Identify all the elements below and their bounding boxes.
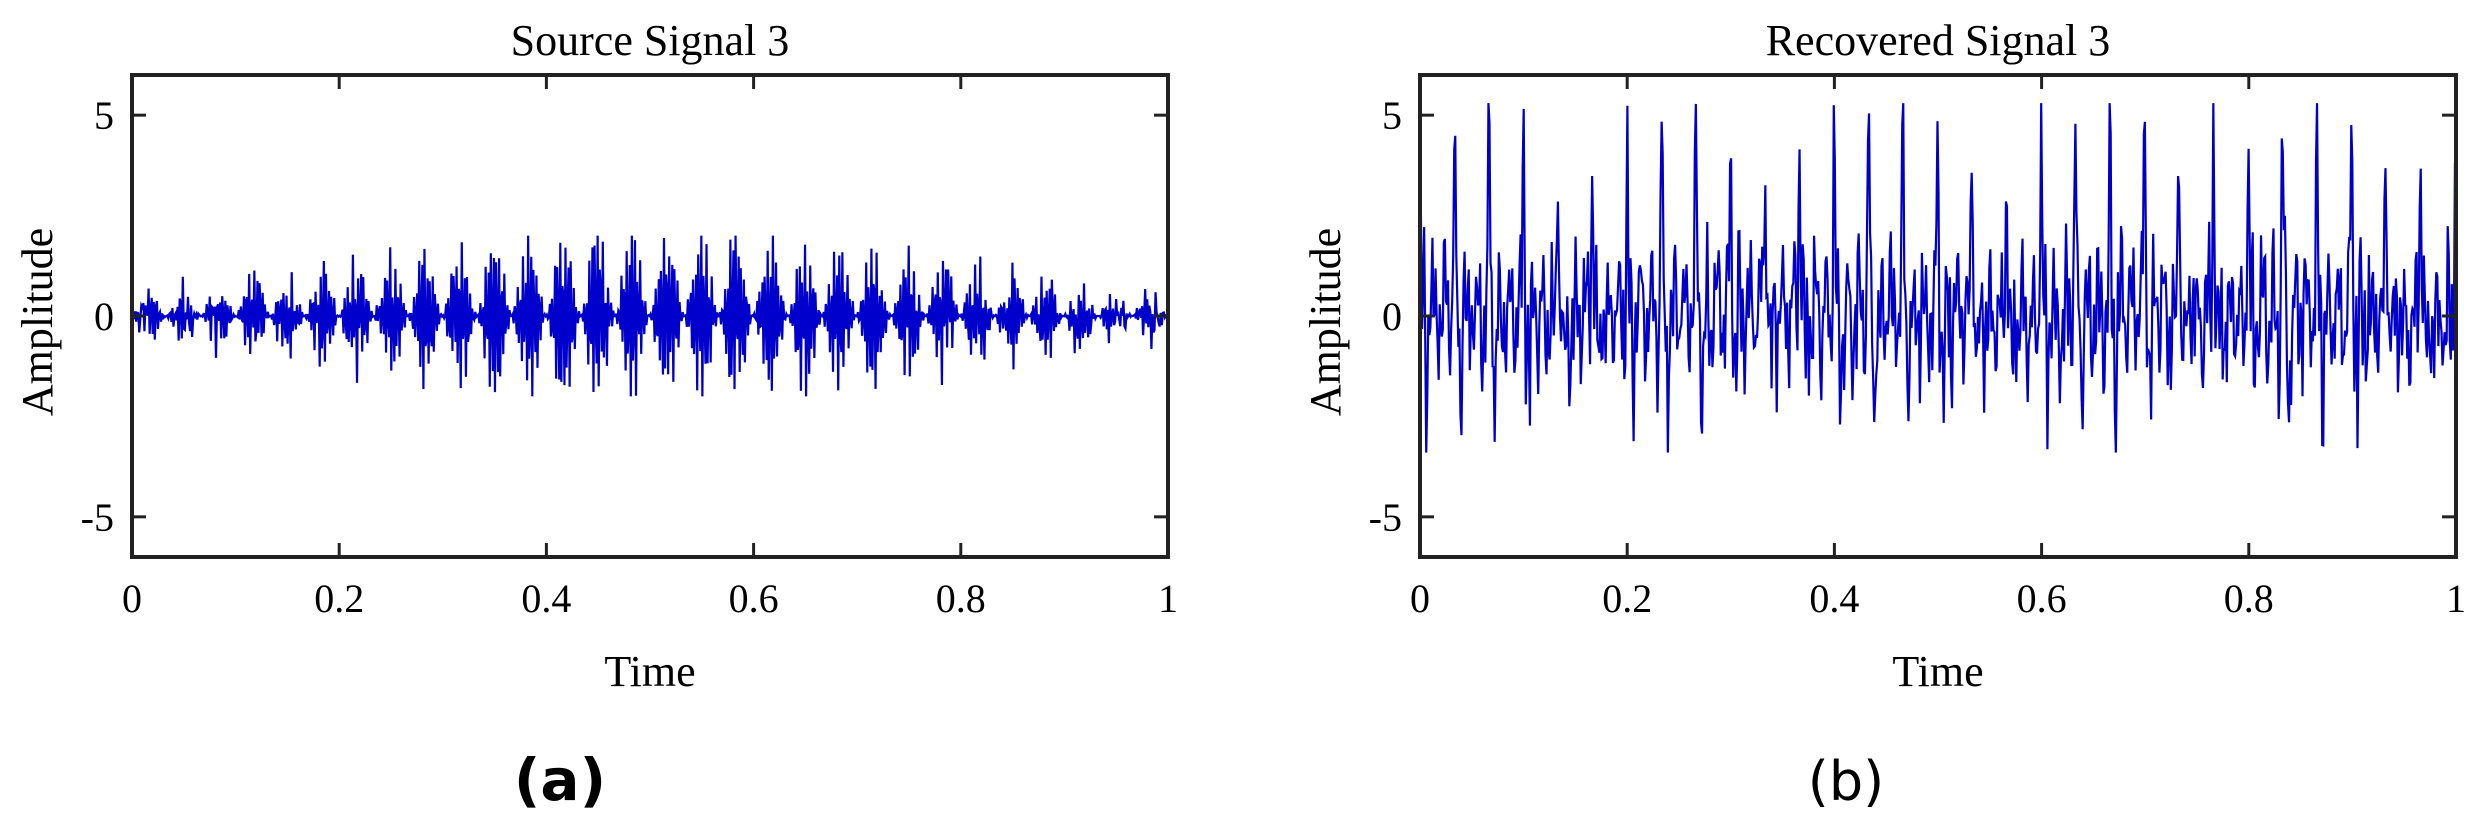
- panel-b-label: (b): [1808, 750, 1884, 813]
- panel-b-ytick-label: -5: [1369, 495, 1402, 540]
- panel-b-xtick-label: 0.8: [2224, 576, 2274, 621]
- panel-a-ytick-label: -5: [81, 495, 114, 540]
- panel-a-ylabel: Amplitude: [13, 228, 62, 416]
- panel-a-plot: 0 0.2 0.4 0.6 0.8 150-5: [81, 73, 1178, 621]
- panel-a-title: Source Signal 3: [511, 16, 790, 65]
- panel-a-xtick-label: 0.6: [729, 576, 779, 621]
- panel-a-xtick-label: 0: [122, 576, 142, 621]
- panel-a-xtick-label: 0.4: [521, 576, 571, 621]
- panel-b-xtick-label: 0: [1410, 576, 1430, 621]
- panel-a-xtick-label: 1: [1158, 576, 1178, 621]
- panel-b-series-line: [1418, 103, 2458, 453]
- panel-a-label: (a): [514, 746, 606, 814]
- panel-b-ylabel: Amplitude: [1301, 228, 1350, 416]
- panel-b-xtick-label: 1: [2446, 576, 2466, 621]
- panel-b-xlabel: Time: [1892, 647, 1983, 696]
- panel-a-ytick-label: 0: [94, 294, 114, 339]
- panel-b-ytick-label: 5: [1382, 93, 1402, 138]
- panel-b-xtick-label: 0.4: [1809, 576, 1859, 621]
- panel-a-series-line: [131, 235, 1169, 397]
- panel-a-xtick-label: 0.8: [936, 576, 986, 621]
- panel-b-ytick-label: 0: [1382, 294, 1402, 339]
- panel-a-ytick-label: 5: [94, 93, 114, 138]
- panel-a-xtick-label: 0.2: [314, 576, 364, 621]
- panel-b-xtick-label: 0.6: [2017, 576, 2067, 621]
- panel-b: Recovered Signal 3 Amplitude Time (b) 0 0…: [1301, 16, 2466, 813]
- panel-b-plot: 0 0.2 0.4 0.6 0.8 150-5: [1369, 73, 2466, 621]
- panel-b-title: Recovered Signal 3: [1766, 16, 2111, 65]
- panel-a: Source Signal 3 Amplitude Time (a) 0 0.2 0…: [13, 16, 1178, 814]
- panel-a-xlabel: Time: [604, 647, 695, 696]
- panel-b-xtick-label: 0.2: [1602, 576, 1652, 621]
